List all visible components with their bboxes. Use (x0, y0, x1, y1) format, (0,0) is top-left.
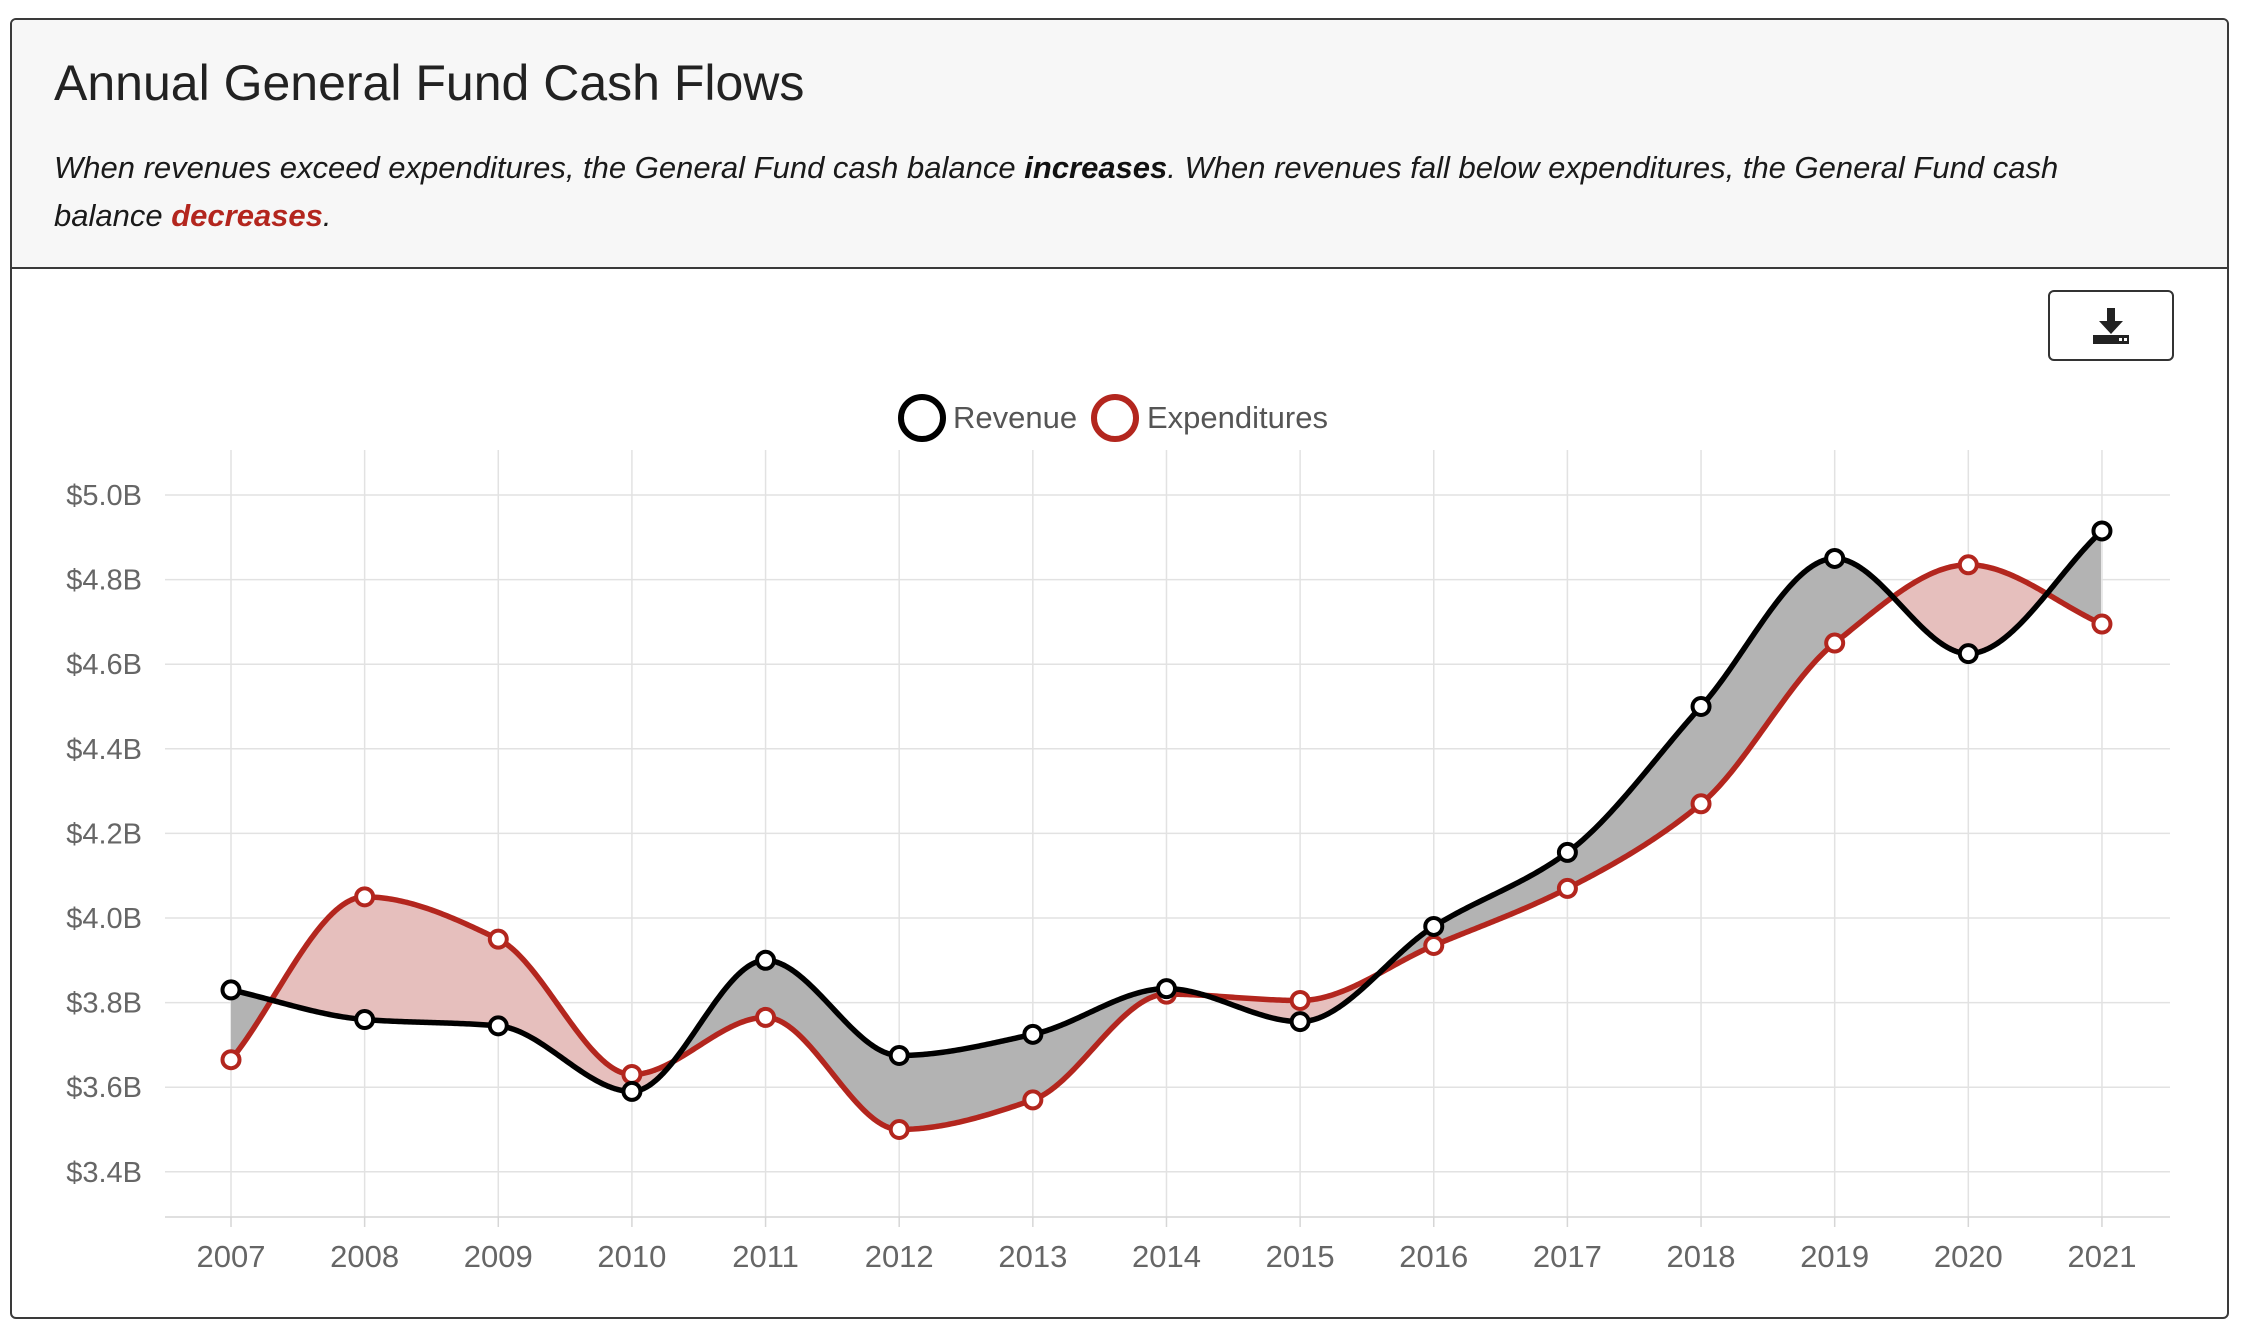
x-tick-label: 2011 (732, 1239, 799, 1274)
y-tick-label: $3.6B (66, 1072, 142, 1104)
revenue-point (1423, 915, 1445, 937)
y-tick-label: $3.4B (66, 1157, 142, 1189)
x-tick-label: 2017 (1533, 1239, 1602, 1274)
legend-revenue-label: Revenue (953, 400, 1077, 435)
revenue-point (487, 1015, 509, 1037)
legend: Revenue Expenditures (898, 394, 1328, 442)
expenditures-point (1556, 877, 1578, 899)
description-text: . When revenues fall below expenditures,… (54, 150, 2059, 233)
page-title: Annual General Fund Cash Flows (54, 55, 805, 111)
expenditures-point (1957, 554, 1979, 576)
x-tick-label: 2012 (865, 1239, 934, 1274)
revenue-point (1690, 696, 1712, 717)
expenditures-point (1824, 632, 1846, 654)
download-icon (2093, 308, 2129, 344)
x-tick-label: 2018 (1667, 1239, 1736, 1274)
data-points (220, 520, 2113, 1140)
y-tick-label: $4.8B (66, 565, 142, 597)
revenue-point (1289, 1011, 1311, 1033)
revenue-point (220, 979, 242, 1001)
revenue-point (354, 1009, 376, 1031)
x-tick-label: 2016 (1399, 1239, 1468, 1274)
y-tick-label: $4.6B (66, 649, 142, 681)
x-tick-label: 2009 (464, 1239, 533, 1274)
download-button[interactable] (2048, 290, 2174, 361)
expenditures-point (621, 1064, 643, 1086)
expenditures-point (354, 886, 376, 908)
expenditures-point (755, 1006, 777, 1028)
y-tick-label: $3.8B (66, 988, 142, 1020)
expenditures-point (487, 928, 509, 950)
expenditures-point (2091, 613, 2113, 635)
legend-revenue-swatch (898, 394, 946, 442)
decreases-emphasis: decreases (171, 198, 323, 233)
y-tick-label: $4.2B (66, 818, 142, 850)
expenditures-point (1690, 793, 1712, 815)
surplus-area (1377, 558, 1893, 975)
revenue-point (1824, 547, 1846, 569)
x-tick-label: 2014 (1132, 1239, 1201, 1274)
expenditures-point (1423, 934, 1445, 956)
y-tick-label: $4.4B (66, 734, 142, 766)
chart-description: When revenues exceed expenditures, the G… (54, 144, 2164, 240)
expenditures-point (888, 1119, 910, 1140)
deficit-area (271, 896, 674, 1092)
legend-expenditures-swatch (1091, 394, 1139, 442)
revenue-point (1556, 841, 1578, 863)
y-tick-label: $4.0B (66, 903, 142, 935)
expenditures-point (1022, 1089, 1044, 1111)
x-tick-label: 2007 (197, 1239, 266, 1274)
surplus-area (673, 960, 1206, 1130)
revenue-point (888, 1044, 910, 1066)
expenditures-point (1289, 989, 1311, 1011)
y-tick-label: $5.0B (66, 480, 142, 512)
chart-card: Annual General Fund Cash Flows When reve… (10, 18, 2229, 1319)
expenditures-point (220, 1049, 242, 1071)
revenue-point (1155, 978, 1177, 1000)
revenue-point (1957, 643, 1979, 665)
x-tick-label: 2019 (1800, 1239, 1869, 1274)
grid (165, 450, 2170, 1227)
x-tick-label: 2020 (1934, 1239, 2003, 1274)
revenue-point (755, 949, 777, 971)
x-axis-labels: 2007 2008 2009 2010 2011 2012 2013 2014 2015 2016… (197, 1239, 2137, 1274)
x-tick-label: 2013 (998, 1239, 1067, 1274)
x-tick-label: 2010 (597, 1239, 666, 1274)
revenue-point (2091, 520, 2113, 542)
card-header: Annual General Fund Cash Flows When reve… (12, 20, 2227, 269)
revenue-point (1022, 1023, 1044, 1045)
increases-emphasis: increases (1024, 150, 1168, 185)
y-axis-labels: $3.4B $3.6B $3.8B $4.0B $4.2B $4.4B $4.6B $4.8B… (66, 480, 142, 1189)
x-tick-label: 2015 (1266, 1239, 1335, 1274)
legend-expenditures-label: Expenditures (1147, 400, 1328, 435)
revenue-point (621, 1080, 643, 1102)
x-tick-label: 2021 (2067, 1239, 2136, 1274)
description-text: When revenues exceed expenditures, the G… (54, 150, 1025, 185)
x-tick-label: 2008 (330, 1239, 399, 1274)
description-text: . (322, 198, 332, 233)
